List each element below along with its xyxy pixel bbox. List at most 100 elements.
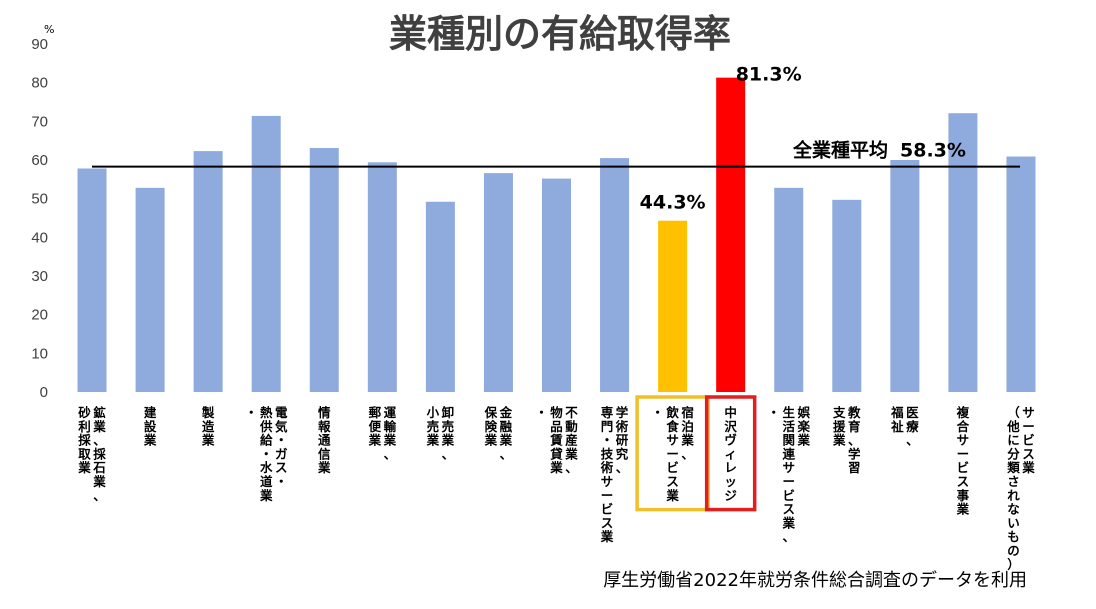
svg-text:習: 習	[848, 460, 861, 475]
svg-text:サ: サ	[782, 460, 795, 475]
svg-text:究: 究	[616, 446, 629, 461]
svg-text:研: 研	[616, 433, 629, 448]
svg-text:な: な	[1007, 502, 1020, 517]
bar	[832, 199, 862, 392]
svg-text:合: 合	[957, 419, 970, 434]
svg-text:楽: 楽	[796, 419, 810, 434]
svg-text:郵: 郵	[369, 405, 382, 420]
svg-text:賃: 賃	[549, 433, 563, 448]
svg-text:電: 電	[275, 405, 288, 420]
svg-text:業: 業	[383, 433, 397, 448]
svg-text:、: 、	[500, 446, 513, 461]
svg-text:業: 業	[143, 433, 157, 448]
svg-text:支: 支	[832, 405, 846, 420]
source-note: 厚生労働省2022年就労条件総合調査のデータを利用	[603, 570, 1027, 591]
svg-text:石: 石	[92, 460, 106, 475]
svg-text:建: 建	[144, 405, 157, 420]
svg-text:（: （	[1007, 405, 1020, 420]
svg-text:・: ・	[651, 405, 664, 420]
bar	[425, 201, 455, 392]
svg-text:教: 教	[847, 405, 861, 420]
svg-text:ー: ー	[601, 488, 614, 503]
svg-text:の: の	[1007, 543, 1020, 558]
svg-text:砂: 砂	[77, 405, 91, 420]
svg-text:造: 造	[202, 419, 215, 434]
svg-text:ス: ス	[601, 515, 614, 530]
svg-text:便: 便	[369, 419, 382, 434]
svg-text:ジ: ジ	[724, 488, 737, 503]
svg-text:売: 売	[427, 419, 440, 434]
bar	[948, 113, 978, 393]
y-tick-label: 90	[31, 36, 48, 53]
svg-text:輸: 輸	[384, 419, 397, 434]
svg-text:活: 活	[782, 419, 795, 434]
svg-text:、: 、	[782, 529, 795, 544]
svg-text:融: 融	[500, 419, 513, 434]
svg-text:業: 業	[426, 433, 440, 448]
svg-text:ス: ス	[666, 474, 679, 489]
svg-text:、: 、	[681, 446, 694, 461]
svg-text:ビ: ビ	[957, 460, 970, 475]
bar	[1006, 156, 1036, 392]
bar	[309, 148, 339, 392]
y-tick-label: 50	[31, 191, 48, 208]
svg-text:情: 情	[318, 405, 331, 420]
svg-text:信: 信	[318, 446, 331, 461]
svg-text:学: 学	[848, 446, 861, 461]
svg-text:福: 福	[890, 405, 904, 420]
x-tick-label: 運輸業、 郵便業	[368, 405, 397, 461]
svg-text:ィ: ィ	[724, 446, 737, 461]
y-tick-label: 20	[31, 307, 48, 324]
svg-text:水: 水	[260, 460, 273, 475]
svg-text:給: 給	[260, 433, 273, 448]
x-tick-label: 金融業、 保険業	[484, 405, 513, 461]
svg-text:不: 不	[565, 405, 578, 420]
svg-text:術: 術	[600, 460, 614, 475]
y-tick-label: 30	[31, 268, 48, 285]
svg-text:業: 業	[92, 474, 106, 489]
svg-text:設: 設	[144, 419, 157, 434]
svg-text:貸: 貸	[550, 446, 563, 461]
svg-text:利: 利	[78, 419, 91, 434]
svg-text:、: 、	[93, 488, 106, 503]
svg-text:）: ）	[1007, 557, 1020, 572]
svg-text:金: 金	[499, 405, 513, 420]
x-tick-label: 建設業	[143, 405, 157, 448]
svg-text:ッ: ッ	[724, 474, 737, 489]
svg-text:取: 取	[78, 446, 91, 461]
x-tick-label: 製造業	[201, 405, 215, 448]
svg-text:ヴ: ヴ	[724, 433, 737, 448]
svg-text:飲: 飲	[665, 405, 679, 420]
svg-text:、: 、	[384, 446, 397, 461]
svg-text:療: 療	[906, 419, 919, 434]
svg-text:業: 業	[564, 446, 578, 461]
svg-text:に: に	[1007, 433, 1020, 448]
svg-text:業: 業	[600, 529, 614, 544]
svg-text:製: 製	[201, 405, 215, 420]
svg-text:れ: れ	[1007, 488, 1020, 503]
svg-text:技: 技	[601, 446, 614, 461]
svg-text:業: 業	[781, 515, 795, 530]
svg-text:道: 道	[260, 474, 273, 489]
svg-text:品: 品	[550, 419, 563, 434]
svg-text:沢: 沢	[724, 419, 737, 434]
svg-text:さ: さ	[1007, 474, 1020, 489]
bar	[600, 158, 630, 392]
bar	[135, 187, 165, 392]
bar	[890, 160, 920, 392]
svg-text:連: 連	[782, 446, 795, 461]
y-tick-label: 10	[31, 345, 48, 362]
svg-text:採: 採	[93, 446, 106, 461]
svg-text:・: ・	[535, 405, 548, 420]
svg-text:ビ: ビ	[1022, 433, 1035, 448]
svg-text:生: 生	[782, 405, 795, 420]
svg-text:ガ: ガ	[275, 446, 288, 461]
svg-text:分: 分	[1007, 446, 1020, 461]
svg-text:業: 業	[665, 488, 679, 503]
svg-text:報: 報	[318, 419, 331, 434]
